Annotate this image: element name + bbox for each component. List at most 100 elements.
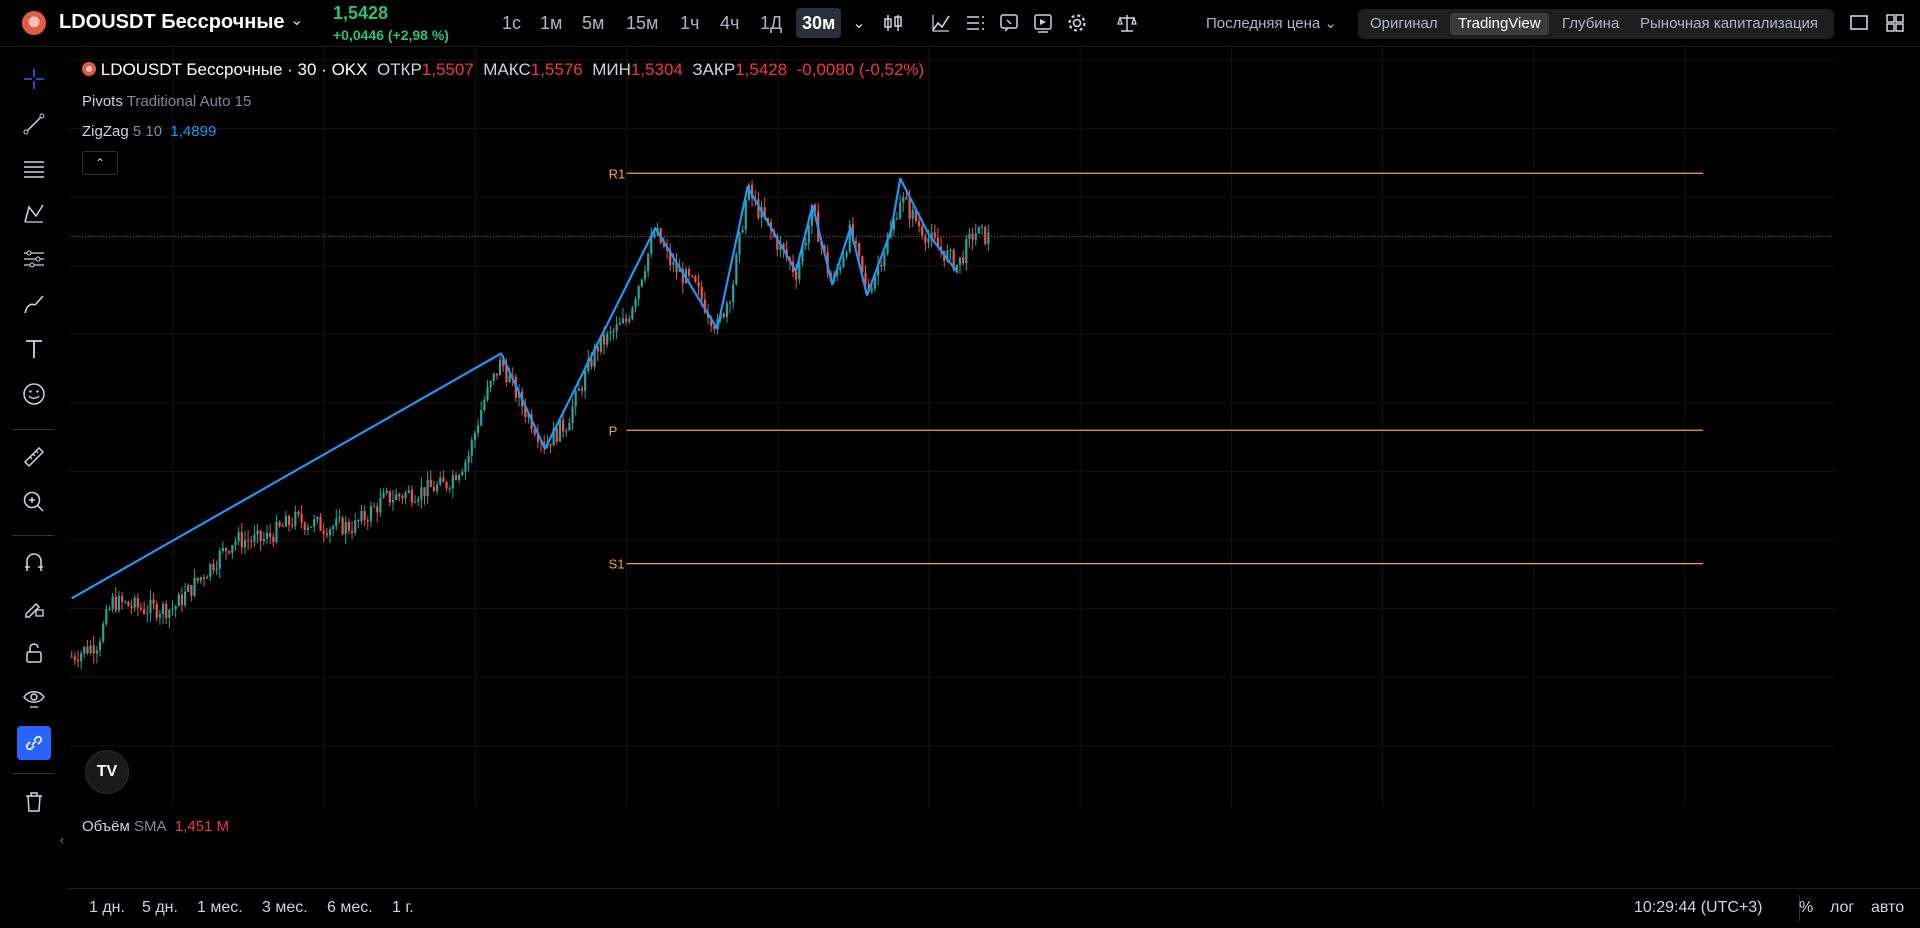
projection-icon[interactable] [17, 242, 51, 276]
timeframe-1s[interactable]: 1с [502, 13, 522, 33]
candle-body [587, 359, 590, 372]
alert-icon[interactable] [996, 10, 1022, 36]
price-mode-select[interactable]: Последняя цена ⌄ [1206, 14, 1337, 32]
pattern-icon[interactable] [17, 197, 51, 231]
collapse-legend-chevron-up-icon[interactable]: ⌃ [82, 151, 118, 175]
view-depth[interactable]: Глубина [1562, 15, 1620, 32]
symbol-chevron-down-icon[interactable]: ⌄ [290, 12, 304, 29]
stay-drawing-icon[interactable] [17, 591, 51, 625]
fullscreen-icon[interactable] [1846, 10, 1872, 36]
timeframe-active[interactable]: 30м [796, 8, 842, 38]
candle-body [687, 269, 691, 276]
symbol-name[interactable]: LDOUSDT Бессрочные [59, 11, 285, 33]
candle-body [763, 207, 766, 218]
timeframe-1d[interactable]: 1Д [760, 13, 783, 33]
candle-body [580, 388, 584, 391]
candle-body [435, 484, 439, 492]
auto-scale-toggle[interactable]: авто [1871, 899, 1905, 916]
candle-body [458, 475, 461, 480]
pivots-indicator-label[interactable]: Pivots Traditional Auto 15 [82, 93, 251, 110]
candle-body [895, 218, 899, 220]
indicators-icon[interactable] [928, 10, 954, 36]
candle-body [461, 471, 464, 476]
settings-gear-icon[interactable] [1064, 10, 1090, 36]
volume-params: SMA [133, 818, 167, 835]
candle-body [508, 375, 511, 383]
candle-body [584, 371, 587, 391]
candle-body [224, 547, 228, 552]
brush-icon[interactable] [17, 287, 51, 321]
candles-icon[interactable] [880, 10, 906, 36]
view-original[interactable]: Оригинал [1370, 15, 1438, 32]
log-scale-toggle[interactable]: лог [1830, 899, 1855, 916]
range-1m[interactable]: 1 мес. [197, 899, 243, 916]
range-1d[interactable]: 1 дн. [89, 899, 125, 916]
compare-scale-icon[interactable] [1114, 10, 1140, 36]
trash-icon[interactable] [17, 785, 51, 819]
candle-body [810, 204, 814, 226]
candle-body [854, 241, 858, 244]
zigzag-indicator-label[interactable]: ZigZag 5 10 1,4899 [82, 123, 216, 140]
range-1y[interactable]: 1 г. [392, 899, 414, 916]
range-3m[interactable]: 3 мес. [262, 899, 308, 916]
zoom-in-icon[interactable] [17, 485, 51, 519]
timeframe-chevron-down-icon[interactable]: ⌄ [852, 15, 866, 32]
view-tradingview[interactable]: TradingView [1450, 13, 1549, 35]
candle-body [662, 242, 665, 247]
candle-body [798, 261, 801, 280]
layout-grid-icon[interactable] [1882, 10, 1908, 36]
range-6m[interactable]: 6 мес. [327, 899, 373, 916]
zigzag-line [71, 177, 959, 600]
candle-body [120, 595, 124, 602]
timeframe-4h[interactable]: 4ч [720, 13, 740, 33]
trend-line-icon[interactable] [17, 107, 51, 141]
candle-body [291, 524, 294, 526]
candle-body [899, 202, 902, 219]
link-icon[interactable] [17, 726, 51, 760]
ruler-icon[interactable] [17, 440, 51, 474]
candle-body [738, 232, 741, 255]
percent-scale-toggle[interactable]: % [1799, 899, 1814, 916]
collapse-toolbar-icon[interactable]: ‹ [60, 833, 64, 847]
templates-icon[interactable] [962, 10, 988, 36]
toolbar-divider [12, 773, 54, 774]
toolbar-divider [12, 429, 54, 430]
replay-icon[interactable] [1030, 10, 1056, 36]
timeframe-15m[interactable]: 15м [626, 13, 659, 33]
candle-body [439, 477, 442, 485]
view-market-cap[interactable]: Рыночная капитализация [1640, 15, 1819, 32]
candle-body [246, 540, 250, 542]
lock-icon[interactable] [17, 636, 51, 670]
candle-body [568, 423, 571, 431]
candle-body [908, 199, 911, 219]
candle-body [939, 246, 943, 251]
zigzag-value: 1,4899 [170, 123, 217, 140]
magnet-icon[interactable] [17, 546, 51, 580]
timeframe-1m[interactable]: 1м [540, 13, 563, 33]
clock-timezone[interactable]: 10:29:44 (UTC+3) [1634, 899, 1763, 916]
symbol-logo-icon [22, 11, 46, 35]
candle-body [886, 237, 889, 254]
timeframe-5m[interactable]: 5м [582, 13, 605, 33]
emoji-icon[interactable] [17, 377, 51, 411]
candle-body [98, 641, 102, 651]
candle-body [127, 601, 130, 607]
candle-body [382, 492, 385, 498]
legend-title[interactable]: LDOUSDT Бессрочные · 30 · OKX [100, 60, 368, 79]
candles [70, 180, 990, 670]
range-5d[interactable]: 5 дн. [142, 899, 178, 916]
fib-lines-icon[interactable] [17, 152, 51, 186]
candle-body [102, 623, 105, 642]
candle-body [215, 568, 218, 571]
text-icon[interactable] [17, 332, 51, 366]
candle-body [505, 366, 508, 383]
tradingview-logo-icon[interactable]: TV [85, 750, 129, 794]
candle-body [681, 268, 684, 284]
timeframe-1h[interactable]: 1ч [680, 13, 700, 33]
candle-body [470, 440, 473, 456]
candle-body [924, 235, 927, 243]
crosshair-icon[interactable] [17, 62, 51, 96]
volume-indicator-label[interactable]: Объём SMA 1,451 M [82, 818, 229, 835]
eye-icon[interactable] [17, 681, 51, 715]
